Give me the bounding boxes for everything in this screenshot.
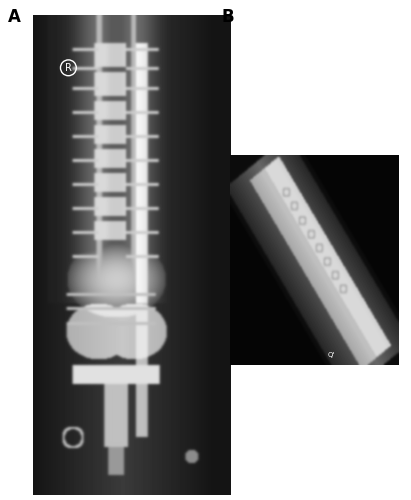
Text: Q': Q' [328,352,335,358]
Text: B: B [222,8,235,26]
Text: A: A [8,8,21,26]
Text: R: R [65,63,72,73]
